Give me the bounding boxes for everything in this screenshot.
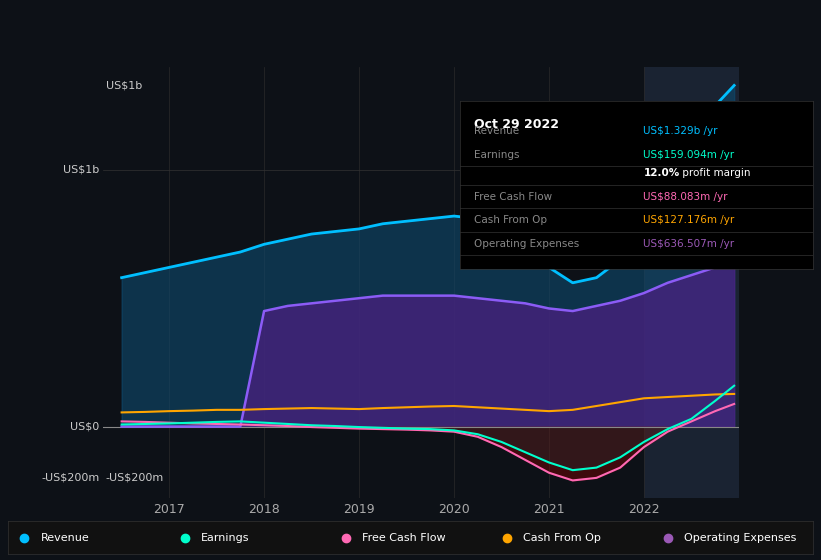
Text: US$1b: US$1b [106, 80, 142, 90]
Bar [644, 67, 749, 498]
Text: profit margin: profit margin [679, 168, 750, 178]
Text: Operating Expenses: Operating Expenses [684, 533, 796, 543]
Text: -US$200m: -US$200m [106, 473, 164, 483]
Text: Free Cash Flow: Free Cash Flow [474, 192, 552, 202]
Text: -US$200m: -US$200m [41, 473, 99, 483]
Text: Revenue: Revenue [474, 126, 519, 136]
Text: Cash From Op: Cash From Op [474, 215, 547, 225]
Text: US$159.094m /yr: US$159.094m /yr [644, 150, 735, 160]
Text: Free Cash Flow: Free Cash Flow [362, 533, 446, 543]
Text: US$88.083m /yr: US$88.083m /yr [644, 192, 728, 202]
Text: Earnings: Earnings [474, 150, 520, 160]
Text: Cash From Op: Cash From Op [523, 533, 601, 543]
Text: US$636.507m /yr: US$636.507m /yr [644, 239, 735, 249]
Text: US$127.176m /yr: US$127.176m /yr [644, 215, 735, 225]
Text: Oct 29 2022: Oct 29 2022 [474, 118, 559, 130]
Text: Revenue: Revenue [40, 533, 89, 543]
Text: US$1.329b /yr: US$1.329b /yr [644, 126, 718, 136]
Text: 12.0%: 12.0% [644, 168, 680, 178]
Text: Earnings: Earnings [201, 533, 250, 543]
Text: Operating Expenses: Operating Expenses [474, 239, 579, 249]
Text: US$1b: US$1b [63, 165, 99, 175]
Text: US$0: US$0 [70, 422, 99, 432]
